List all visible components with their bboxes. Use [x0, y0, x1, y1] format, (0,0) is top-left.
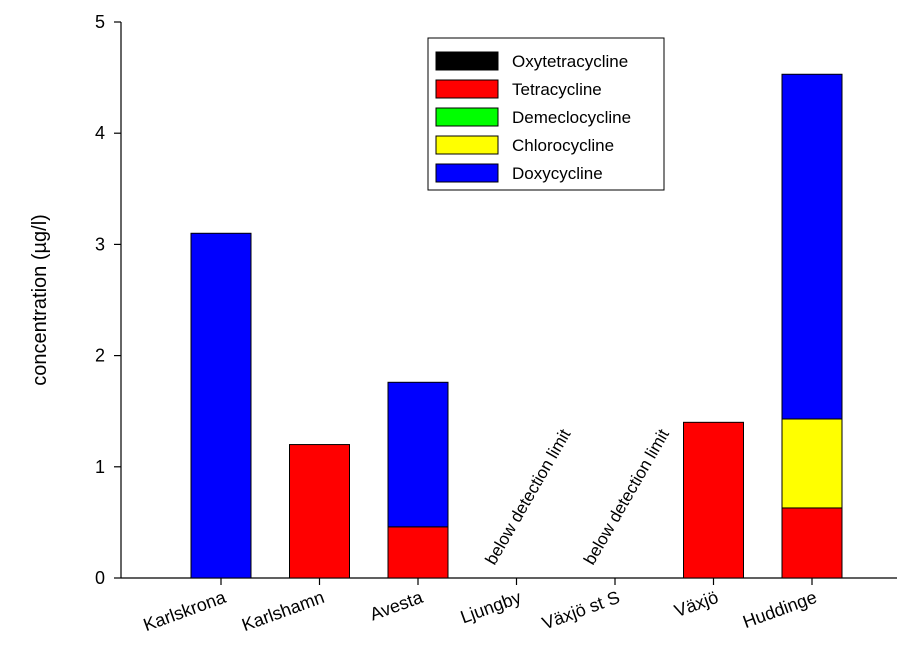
y-tick-label-0: 0 [95, 568, 105, 588]
category-label-huddinge: Huddinge [740, 587, 819, 632]
category-label-ljungby: Ljungby [458, 587, 524, 627]
legend-swatch-chlorocycline [435, 135, 499, 155]
category-label-vaxjo: Växjö [672, 587, 721, 621]
annotation-vaxjo-st-s: below detection limit [580, 426, 673, 568]
y-axis-label: concentration (µg/l) [29, 214, 51, 386]
bars [190, 73, 843, 579]
y-tick-label-3: 3 [95, 234, 105, 254]
legend-label-tetracycline: Tetracycline [512, 80, 602, 99]
bar-huddinge-tetracycline [781, 507, 843, 579]
category-label-vaxjo-st-s: Växjö st S [539, 587, 622, 634]
legend-label-oxytetracycline: Oxytetracycline [512, 52, 628, 71]
legend-label-chlorocycline: Chlorocycline [512, 136, 614, 155]
y-tick-label-1: 1 [95, 457, 105, 477]
category-label-karlshamn: Karlshamn [239, 587, 327, 635]
y-tick-label-2: 2 [95, 346, 105, 366]
legend-swatch-demeclocycline [435, 107, 499, 127]
y-axis: 0 1 2 3 4 5 [95, 12, 122, 588]
legend-label-doxycycline: Doxycycline [512, 164, 603, 183]
legend-items: Oxytetracycline Tetracycline Demeclocyclin… [435, 51, 631, 183]
bar-huddinge-doxycycline [781, 73, 843, 420]
bar-avesta-tetracycline [387, 526, 449, 579]
x-axis [121, 577, 897, 585]
bar-karlshamn-tetracycline [289, 444, 350, 579]
legend-swatch-oxytetracycline [435, 51, 499, 71]
legend: Oxytetracycline Tetracycline Demeclocyclin… [427, 37, 665, 191]
bar-huddinge-chlorocycline [781, 418, 843, 509]
bar-avesta-doxycycline [387, 381, 449, 528]
category-label-karlskrona: Karlskrona [141, 587, 230, 636]
bar-karlskrona-doxycycline [190, 232, 252, 579]
annotation-ljungby: below detection limit [482, 426, 575, 568]
legend-label-demeclocycline: Demeclocycline [512, 108, 631, 127]
bar-vaxjo-tetracycline [683, 421, 744, 579]
category-label-avesta: Avesta [367, 587, 426, 625]
y-tick-label-4: 4 [95, 123, 105, 143]
y-tick-label-5: 5 [95, 12, 105, 32]
category-labels: Karlskrona Karlshamn Avesta Ljungby Växjö st… [141, 587, 820, 636]
annotations: below detection limit below detection lim… [482, 426, 674, 568]
legend-swatch-doxycycline [435, 163, 499, 183]
legend-swatch-tetracycline [435, 79, 499, 99]
